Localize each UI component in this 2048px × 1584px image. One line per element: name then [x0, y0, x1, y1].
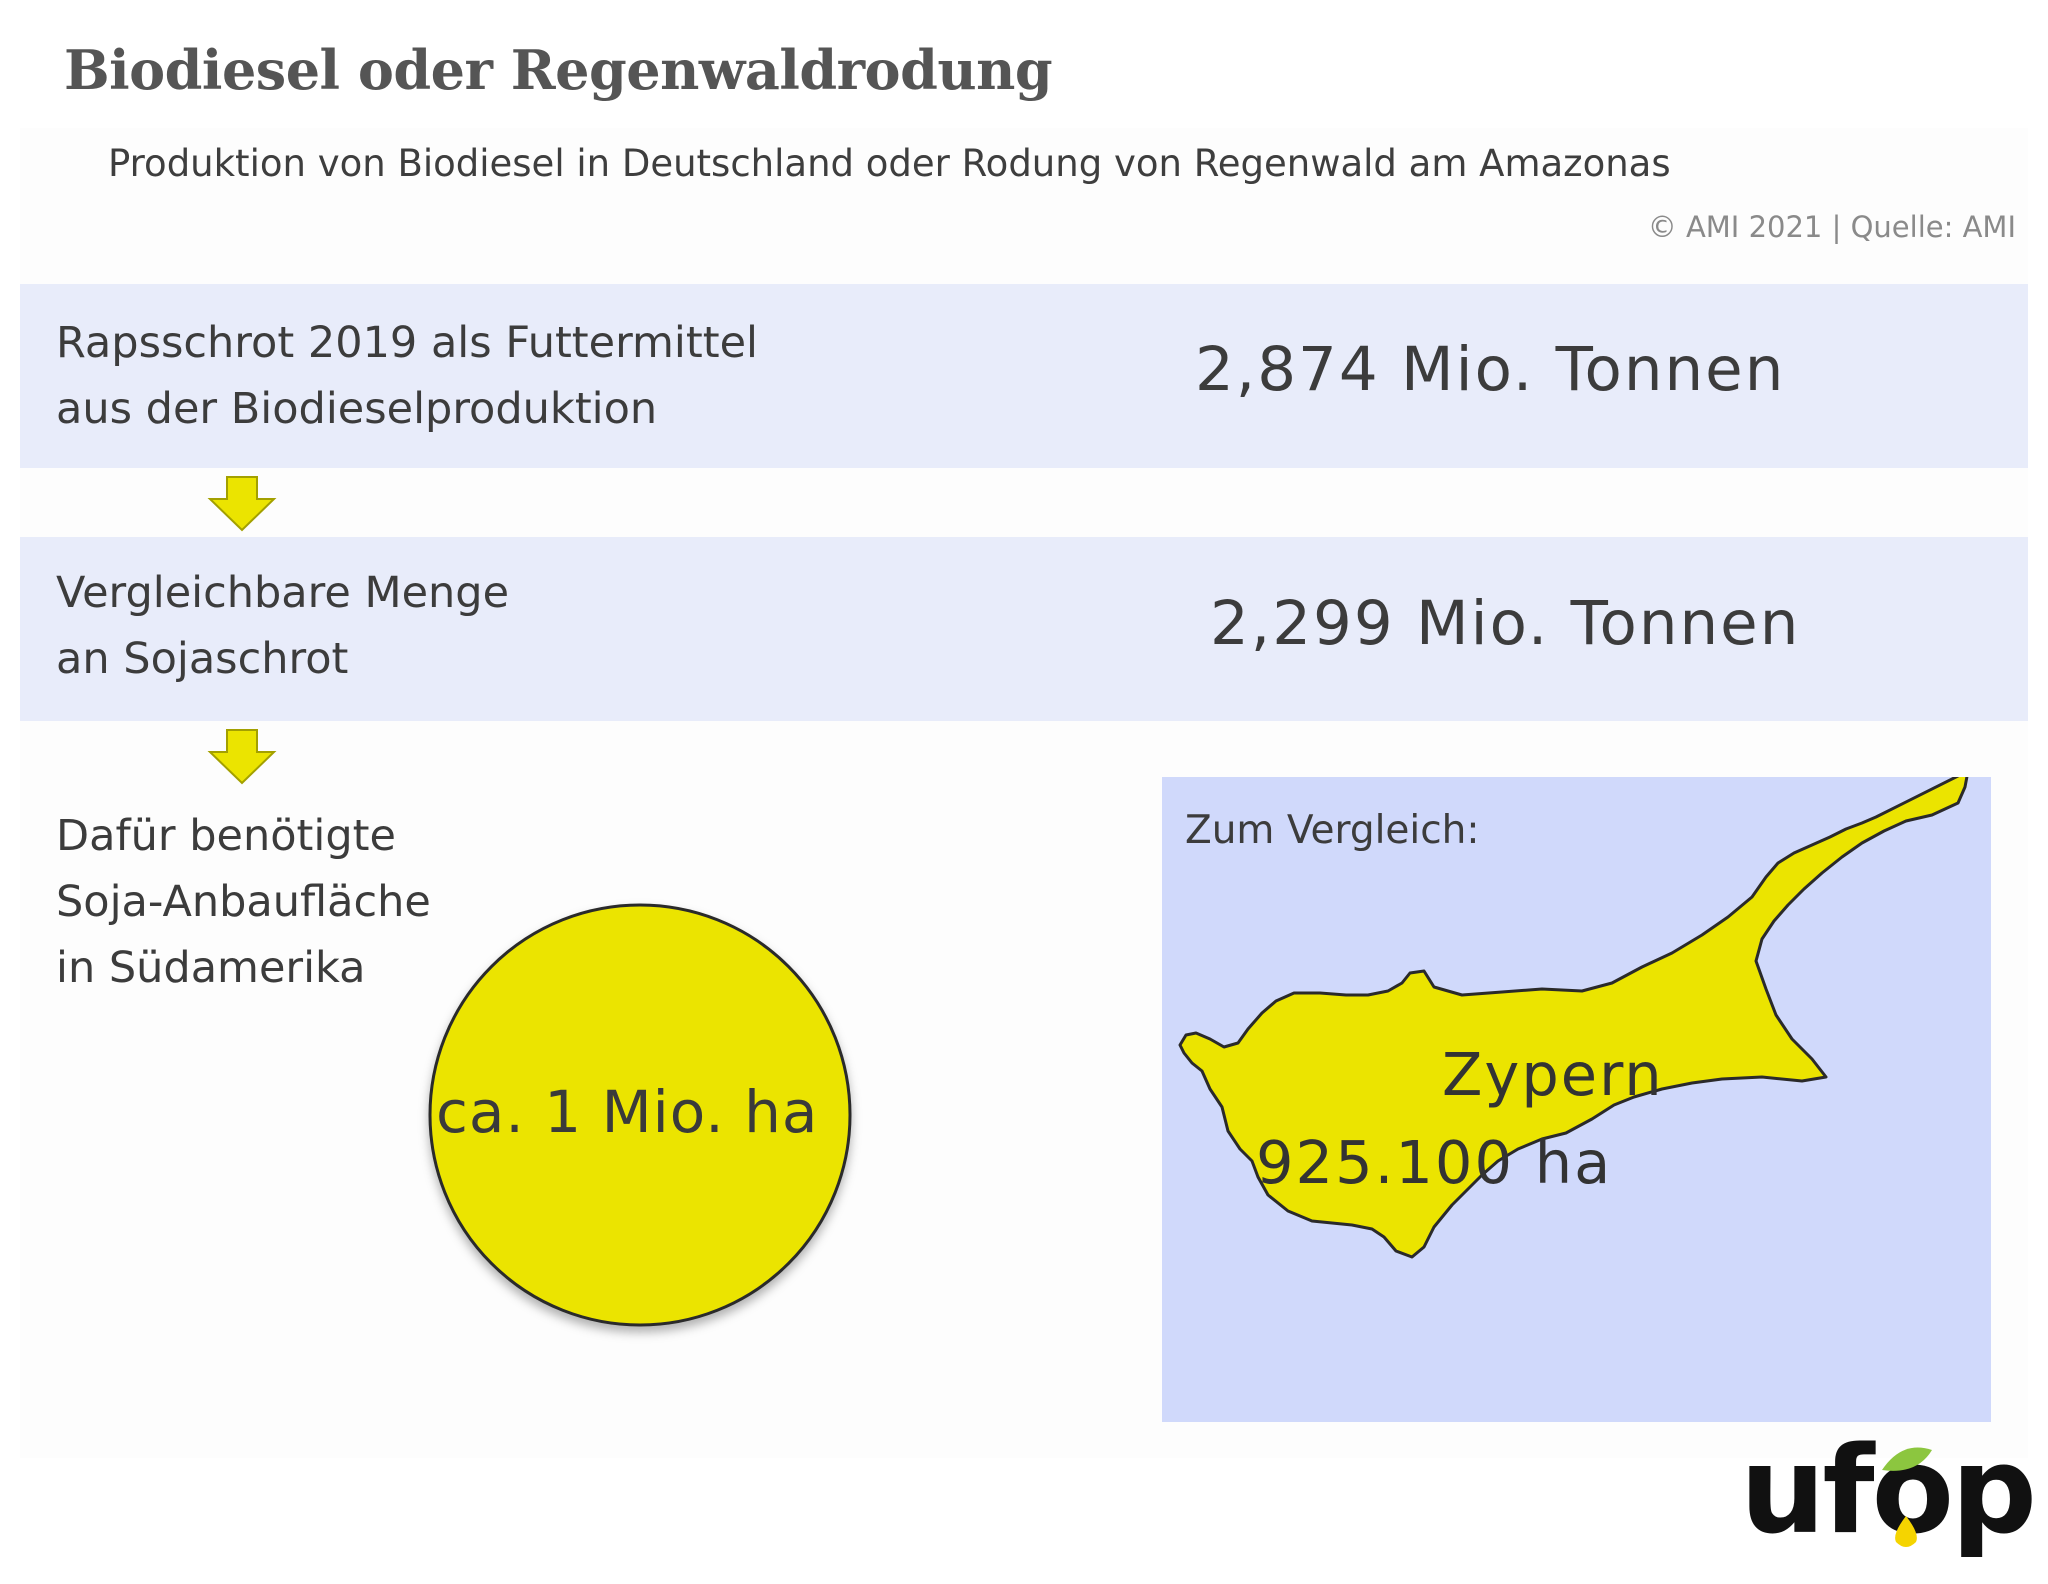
leaf-icon — [1882, 1447, 1932, 1471]
row-rapsschrot-label: Rapsschrot 2019 als Futtermittel aus der… — [56, 310, 758, 442]
page-subtitle: Produktion von Biodiesel in Deutschland … — [108, 142, 1671, 185]
soy-area-circle — [428, 903, 852, 1327]
comparison-label: Zum Vergleich: — [1185, 808, 1480, 853]
ufop-logo-icon: ufop — [1740, 1422, 2037, 1570]
row-sojaschrot-label: Vergleichbare Menge an Sojaschrot — [56, 560, 509, 692]
soy-area-label-line3: in Südamerika — [56, 943, 366, 993]
arrow-down-icon — [207, 729, 277, 785]
soy-area-label: Dafür benötigte Soja-Anbaufläche in Süda… — [56, 803, 431, 1001]
row-sojaschrot-label-line2: an Sojaschrot — [56, 634, 349, 684]
row-rapsschrot — [20, 284, 2028, 468]
row-rapsschrot-label-line2: aus der Biodieselproduktion — [56, 384, 658, 434]
row-sojaschrot-label-line1: Vergleichbare Menge — [56, 568, 510, 618]
oil-drop-icon — [1895, 1516, 1917, 1547]
soy-area-value: ca. 1 Mio. ha — [436, 1078, 819, 1146]
row-sojaschrot — [20, 537, 2028, 721]
row-rapsschrot-value: 2,874 Mio. Tonnen — [1195, 334, 1786, 405]
arrow-down-icon — [207, 476, 277, 532]
row-sojaschrot-value: 2,299 Mio. Tonnen — [1210, 588, 1801, 659]
soy-area-label-line2: Soja-Anbaufläche — [56, 877, 431, 927]
country-area-value: 925.100 ha — [1256, 1128, 1613, 1197]
source-credit: © AMI 2021 | Quelle: AMI — [1647, 210, 2016, 244]
country-name: Zypern — [1442, 1040, 1664, 1109]
page-title: Biodiesel oder Regenwaldrodung — [64, 38, 1053, 102]
row-rapsschrot-label-line1: Rapsschrot 2019 als Futtermittel — [56, 318, 759, 368]
logo-text: ufop — [1740, 1422, 2037, 1561]
cyprus-map-icon — [1178, 777, 1969, 1259]
soy-area-label-line1: Dafür benötigte — [56, 811, 396, 861]
